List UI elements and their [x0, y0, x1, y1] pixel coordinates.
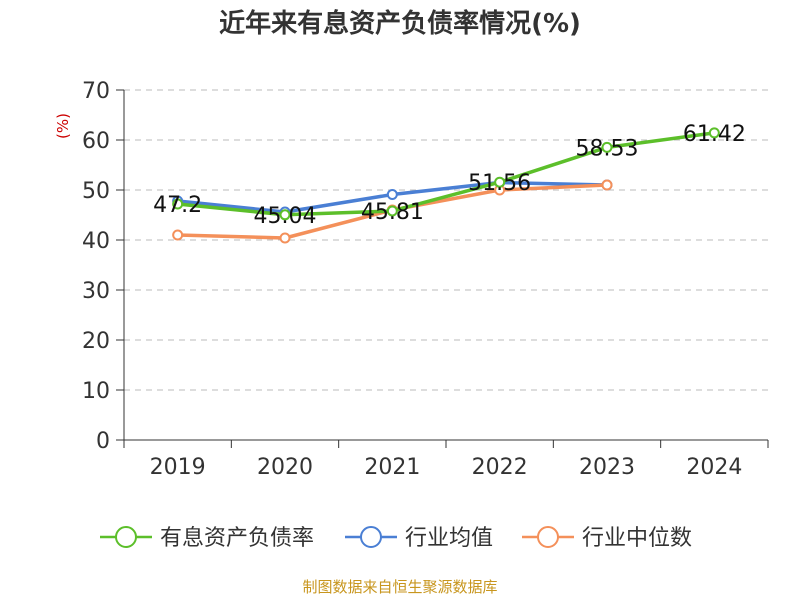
x-tick-label: 2022 — [472, 455, 528, 480]
y-tick-label: 60 — [82, 129, 110, 154]
y-tick-label: 50 — [82, 179, 110, 204]
legend-label: 行业均值 — [405, 526, 493, 551]
gridlines — [124, 89, 768, 391]
x-tick-label: 2023 — [579, 455, 635, 480]
y-tick-label: 40 — [82, 229, 110, 254]
series-point — [172, 198, 184, 210]
legend-item: 有息资产负债率 — [100, 526, 314, 551]
series-point — [386, 205, 398, 217]
data-label: 47.2 — [153, 193, 202, 218]
series-point — [494, 176, 506, 188]
data-label: 45.81 — [361, 200, 424, 225]
series-line — [175, 131, 717, 217]
legend-swatch-marker — [115, 526, 137, 548]
legend-item: 行业中位数 — [522, 526, 692, 551]
data-label: 45.04 — [254, 204, 317, 229]
legend-swatch-marker — [360, 526, 382, 548]
series-point — [708, 127, 720, 139]
series-1 — [172, 127, 720, 221]
legend-swatch-marker — [537, 526, 559, 548]
series-lines — [172, 127, 720, 244]
x-tick-label: 2020 — [257, 455, 313, 480]
series-point — [601, 141, 613, 153]
data-labels: 47.2 45.04 45.81 51.56 58.53 61.42 — [153, 122, 746, 229]
series-point — [386, 189, 398, 200]
series-point — [279, 209, 291, 221]
series-point — [601, 179, 613, 191]
y-axis-unit: (%) — [54, 113, 72, 139]
legend: 有息资产负债率 行业均值 行业中位数 — [100, 526, 692, 551]
x-tick-label: 2024 — [686, 455, 742, 480]
data-label: 58.53 — [576, 136, 639, 161]
y-tick-label: 0 — [96, 429, 110, 454]
data-label: 51.56 — [468, 171, 531, 196]
legend-item: 行业均值 — [345, 526, 493, 551]
legend-label: 有息资产负债率 — [160, 526, 314, 551]
x-tick-label: 2021 — [364, 455, 420, 480]
source-note: 制图数据来自恒生聚源数据库 — [302, 578, 497, 596]
series-point — [279, 232, 291, 244]
legend-label: 行业中位数 — [582, 526, 692, 551]
axes: 0 10 20 30 40 50 60 70 2019 2020 2021 2022 2023 2024 — [82, 79, 769, 480]
y-tick-label: 70 — [82, 79, 110, 104]
series-point — [172, 229, 184, 241]
data-label: 61.42 — [683, 122, 746, 147]
y-tick-label: 30 — [82, 279, 110, 304]
chart-title: 近年来有息资产负债率情况(%) — [219, 8, 581, 39]
y-tick-label: 10 — [82, 379, 110, 404]
y-tick-label: 20 — [82, 329, 110, 354]
x-tick-label: 2019 — [150, 455, 206, 480]
